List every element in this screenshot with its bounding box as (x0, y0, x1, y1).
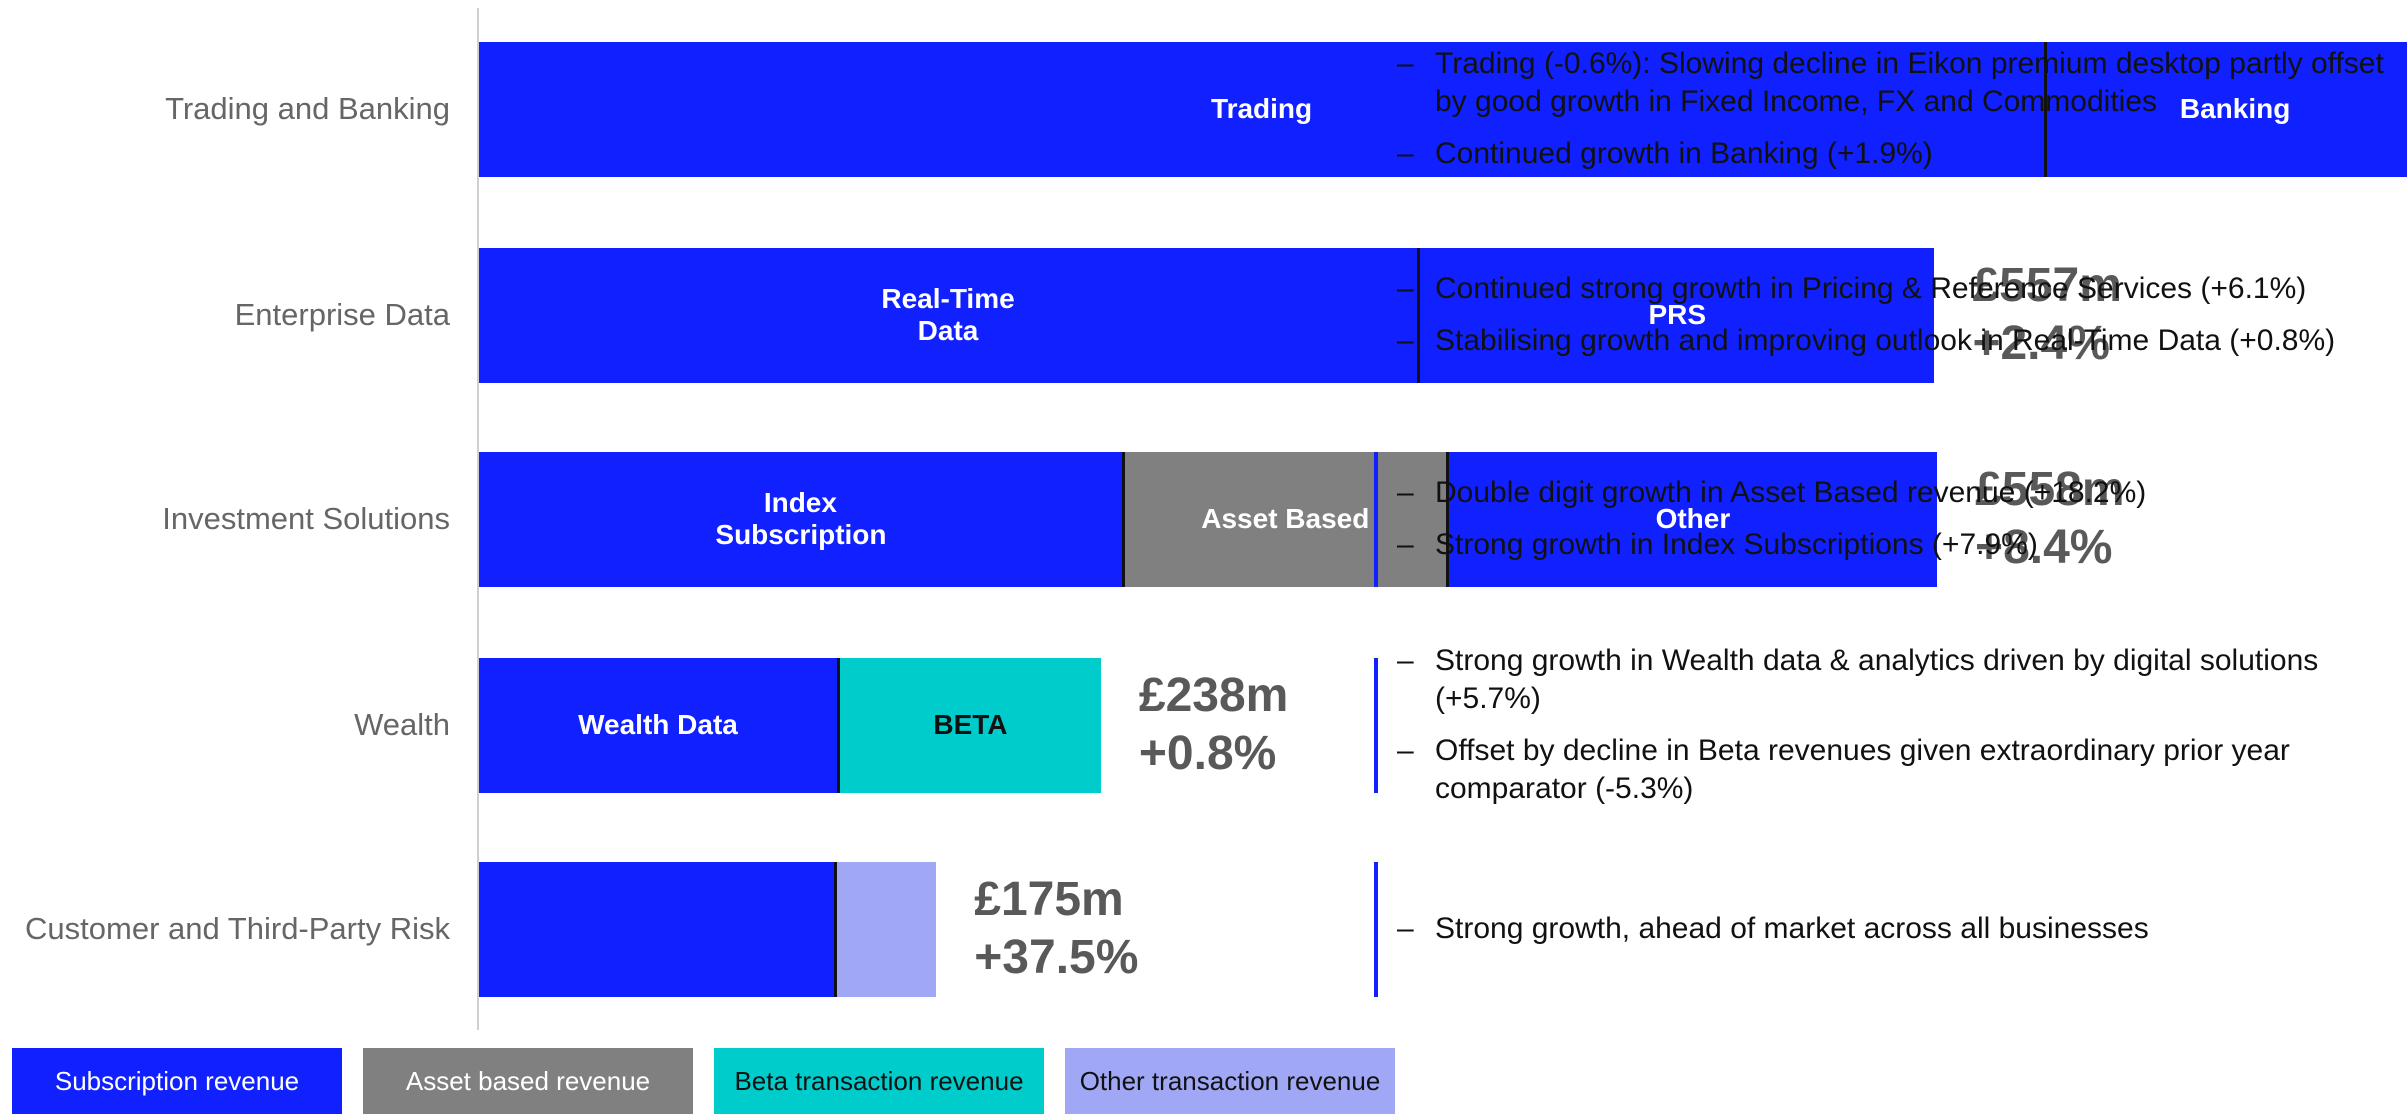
total: £238m +0.8% (1139, 667, 1288, 783)
bullet: Strong growth, ahead of market across al… (1397, 910, 2387, 948)
total: £175m +37.5% (974, 871, 1138, 987)
bullet-rule (1374, 41, 1378, 177)
bullet: Continued growth in Banking (+1.9%) (1397, 135, 2387, 173)
bullet-list: Double digit growth in Asset Based reven… (1397, 460, 2387, 578)
bullet-list: Trading (-0.6%): Slowing decline in Eiko… (1397, 31, 2387, 187)
bullet: Stabilising growth and improving outlook… (1397, 322, 2387, 360)
legend-item: Asset based revenue (363, 1048, 693, 1114)
segment-label: Trading (1211, 92, 1313, 124)
bullet-rule (1374, 861, 1378, 997)
bar-segment: Asset Based (1121, 451, 1446, 587)
bullet: Strong growth in Index Subscriptions (+7… (1397, 526, 2387, 564)
bullet-rule (1374, 247, 1378, 383)
axis-line (477, 8, 479, 1030)
bullet: Double digit growth in Asset Based reven… (1397, 474, 2387, 512)
legend-item: Subscription revenue (12, 1048, 342, 1114)
legend-item: Other transaction revenue (1065, 1048, 1395, 1114)
bullet: Trading (-0.6%): Slowing decline in Eiko… (1397, 45, 2387, 121)
segment-label: Asset Based (1201, 502, 1370, 534)
total-label: £238m (1138, 669, 1289, 722)
bar-segment: Index Subscription (479, 451, 1122, 587)
category-label: Customer and Third-Party Risk (25, 911, 450, 946)
total-label: £175m (974, 873, 1124, 926)
change-label: +37.5% (974, 931, 1139, 984)
segment-label: BETA (933, 708, 1008, 740)
bullet-list: Strong growth in Wealth data & analytics… (1397, 628, 2387, 822)
bullet: Continued strong growth in Pricing & Ref… (1397, 270, 2387, 308)
bar-segment: BETA (836, 657, 1101, 793)
bullet-rule (1374, 451, 1378, 587)
change-label: +0.8% (1138, 727, 1277, 780)
category-label: Enterprise Data (234, 297, 450, 332)
bar-segment: Wealth Data (479, 657, 837, 793)
bullet-list: Continued strong growth in Pricing & Ref… (1397, 256, 2387, 374)
bar-segment (479, 861, 835, 997)
category-label: Trading and Banking (165, 91, 450, 126)
category-label: Wealth (354, 707, 450, 742)
bullet: Strong growth in Wealth data & analytics… (1397, 642, 2387, 718)
bullet-list: Strong growth, ahead of market across al… (1397, 896, 2387, 962)
segment-label: Index Subscription (715, 486, 887, 550)
bar-segment: Real-Time Data (479, 247, 1418, 383)
segment-label: Real-Time Data (881, 282, 1015, 346)
bullet-rule (1374, 657, 1378, 793)
bar-segment (834, 861, 937, 997)
legend-item: Beta transaction revenue (714, 1048, 1044, 1114)
bullet: Offset by decline in Beta revenues given… (1397, 732, 2387, 808)
category-label: Investment Solutions (162, 501, 450, 536)
segment-label: Wealth Data (578, 708, 738, 740)
